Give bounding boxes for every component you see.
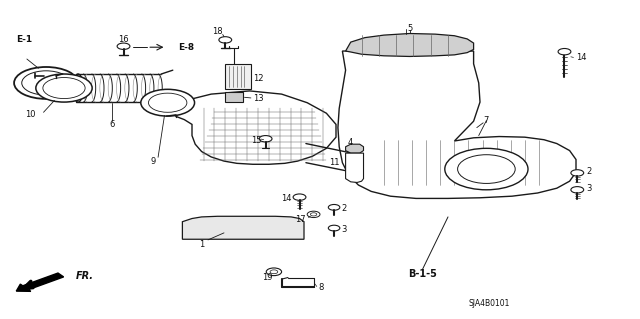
Circle shape	[328, 204, 340, 210]
Text: 1: 1	[199, 240, 204, 249]
Circle shape	[458, 155, 515, 183]
Circle shape	[293, 194, 306, 200]
Bar	[225, 64, 251, 89]
Text: 12: 12	[253, 74, 263, 83]
Circle shape	[219, 37, 232, 43]
Text: 2: 2	[342, 204, 347, 213]
Circle shape	[558, 48, 571, 55]
Text: 14: 14	[281, 194, 291, 203]
Text: 18: 18	[212, 27, 223, 36]
Text: 6: 6	[109, 120, 115, 129]
Circle shape	[571, 170, 584, 176]
Circle shape	[445, 148, 528, 190]
Text: 14: 14	[576, 53, 586, 62]
Text: 17: 17	[295, 215, 306, 224]
Polygon shape	[182, 216, 304, 239]
Text: 8: 8	[319, 283, 324, 292]
Text: FR.: FR.	[76, 271, 93, 281]
Circle shape	[571, 187, 584, 193]
FancyArrow shape	[16, 273, 63, 291]
Circle shape	[14, 67, 78, 99]
Circle shape	[307, 211, 320, 218]
Circle shape	[43, 78, 85, 99]
Text: 4: 4	[348, 138, 353, 147]
Circle shape	[141, 89, 195, 116]
Circle shape	[117, 43, 130, 49]
Text: 3: 3	[586, 184, 591, 193]
Polygon shape	[346, 144, 364, 153]
Text: 11: 11	[329, 158, 339, 167]
Text: 16: 16	[118, 35, 129, 44]
Circle shape	[328, 225, 340, 231]
Polygon shape	[338, 51, 576, 198]
Polygon shape	[346, 153, 364, 182]
Circle shape	[148, 93, 187, 112]
Circle shape	[266, 268, 282, 276]
Text: 3: 3	[342, 225, 347, 234]
Text: 7: 7	[484, 116, 489, 125]
Text: 10: 10	[26, 110, 36, 119]
Circle shape	[310, 213, 317, 216]
Circle shape	[36, 74, 92, 102]
Text: 13: 13	[253, 94, 264, 103]
Text: SJA4B0101: SJA4B0101	[469, 299, 510, 308]
Circle shape	[270, 270, 278, 274]
Text: 9: 9	[151, 157, 156, 166]
Polygon shape	[346, 33, 474, 56]
Text: B-1-5: B-1-5	[408, 269, 437, 279]
Circle shape	[259, 136, 272, 142]
Text: E-1: E-1	[16, 35, 32, 44]
Text: 19: 19	[262, 273, 273, 282]
Text: E-8: E-8	[178, 43, 194, 52]
Text: 5: 5	[407, 24, 412, 33]
Polygon shape	[173, 91, 336, 164]
Circle shape	[22, 71, 70, 95]
Text: 15: 15	[251, 136, 261, 145]
Bar	[225, 92, 243, 102]
Text: 2: 2	[586, 167, 591, 176]
